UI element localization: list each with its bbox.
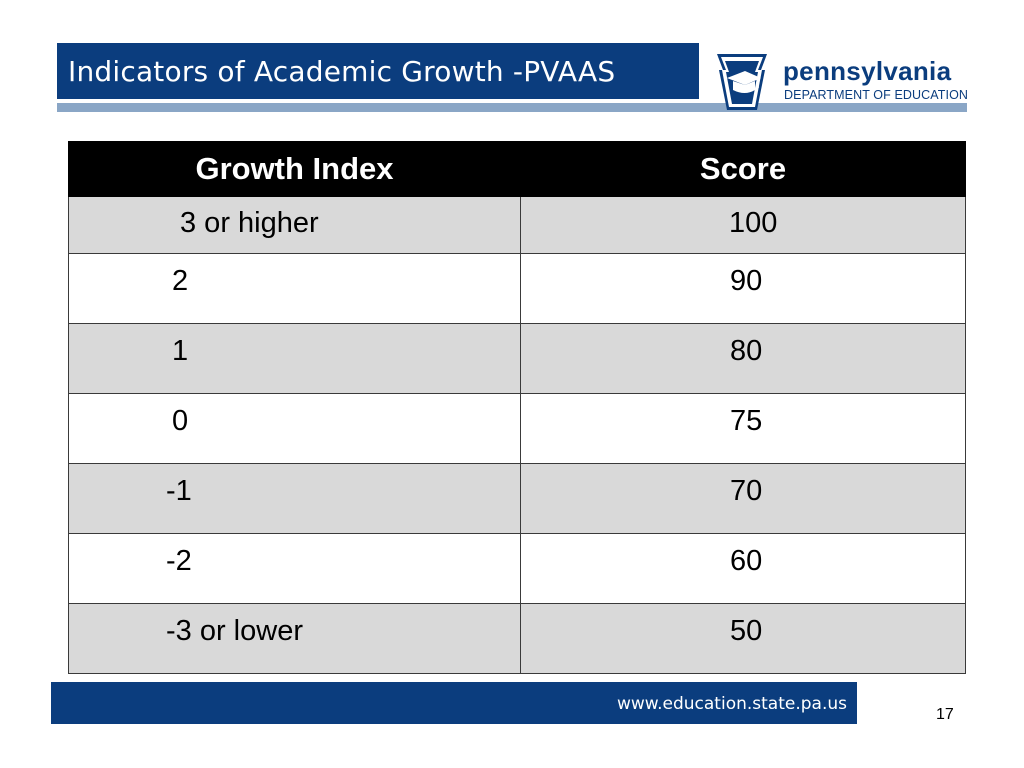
table-row: -3 or lower 50 — [68, 603, 966, 674]
footer-url-link[interactable]: www.education.state.pa.us — [616, 694, 847, 714]
score-cell: 60 — [520, 533, 966, 604]
title-underline — [57, 103, 967, 112]
score-cell: 75 — [520, 393, 966, 464]
keystone-graduation-cap-icon — [717, 54, 767, 110]
score-value: 80 — [730, 335, 763, 367]
score-value: 90 — [730, 265, 763, 297]
score-cell: 80 — [520, 323, 966, 394]
growth-index-value: -2 — [166, 545, 192, 577]
table-row: 3 or higher 100 — [68, 196, 966, 254]
header-growth-index: Growth Index — [68, 141, 521, 197]
score-value: 75 — [730, 405, 763, 437]
table-row: -2 60 — [68, 533, 966, 604]
growth-index-cell: 3 or higher — [68, 196, 521, 254]
growth-index-value: -1 — [166, 475, 192, 507]
score-cell: 50 — [520, 603, 966, 674]
table-row: -1 70 — [68, 463, 966, 534]
growth-index-cell: -2 — [68, 533, 521, 604]
score-cell: 70 — [520, 463, 966, 534]
score-value: 100 — [729, 207, 778, 239]
table-row: 0 75 — [68, 393, 966, 464]
growth-index-value: -3 or lower — [166, 615, 303, 647]
growth-index-value: 1 — [172, 335, 189, 367]
logo-subtitle: DEPARTMENT OF EDUCATION — [784, 88, 969, 102]
score-value: 70 — [730, 475, 763, 507]
growth-index-value: 2 — [172, 265, 189, 297]
pde-logo: pennsylvania DEPARTMENT OF EDUCATION — [711, 48, 976, 114]
growth-index-value: 3 or higher — [180, 207, 319, 239]
score-value: 60 — [730, 545, 763, 577]
footer-bar: www.education.state.pa.us — [51, 682, 857, 724]
score-value: 50 — [730, 615, 763, 647]
table-row: 2 90 — [68, 253, 966, 324]
score-cell: 100 — [520, 196, 966, 254]
growth-index-cell: 1 — [68, 323, 521, 394]
header-score: Score — [520, 141, 966, 197]
page-number: 17 — [936, 706, 954, 723]
growth-index-cell: 0 — [68, 393, 521, 464]
logo-wordmark: pennsylvania — [783, 56, 952, 86]
score-cell: 90 — [520, 253, 966, 324]
table-row: 1 80 — [68, 323, 966, 394]
growth-index-cell: -3 or lower — [68, 603, 521, 674]
growth-index-value: 0 — [172, 405, 189, 437]
table-header-row: Growth Index Score — [68, 141, 966, 197]
slide-title-bar: Indicators of Academic Growth -PVAAS — [57, 43, 699, 99]
growth-index-cell: -1 — [68, 463, 521, 534]
growth-index-cell: 2 — [68, 253, 521, 324]
growth-score-table: Growth Index Score 3 or higher 100 2 90 … — [68, 141, 966, 674]
slide-title: Indicators of Academic Growth -PVAAS — [68, 54, 616, 88]
